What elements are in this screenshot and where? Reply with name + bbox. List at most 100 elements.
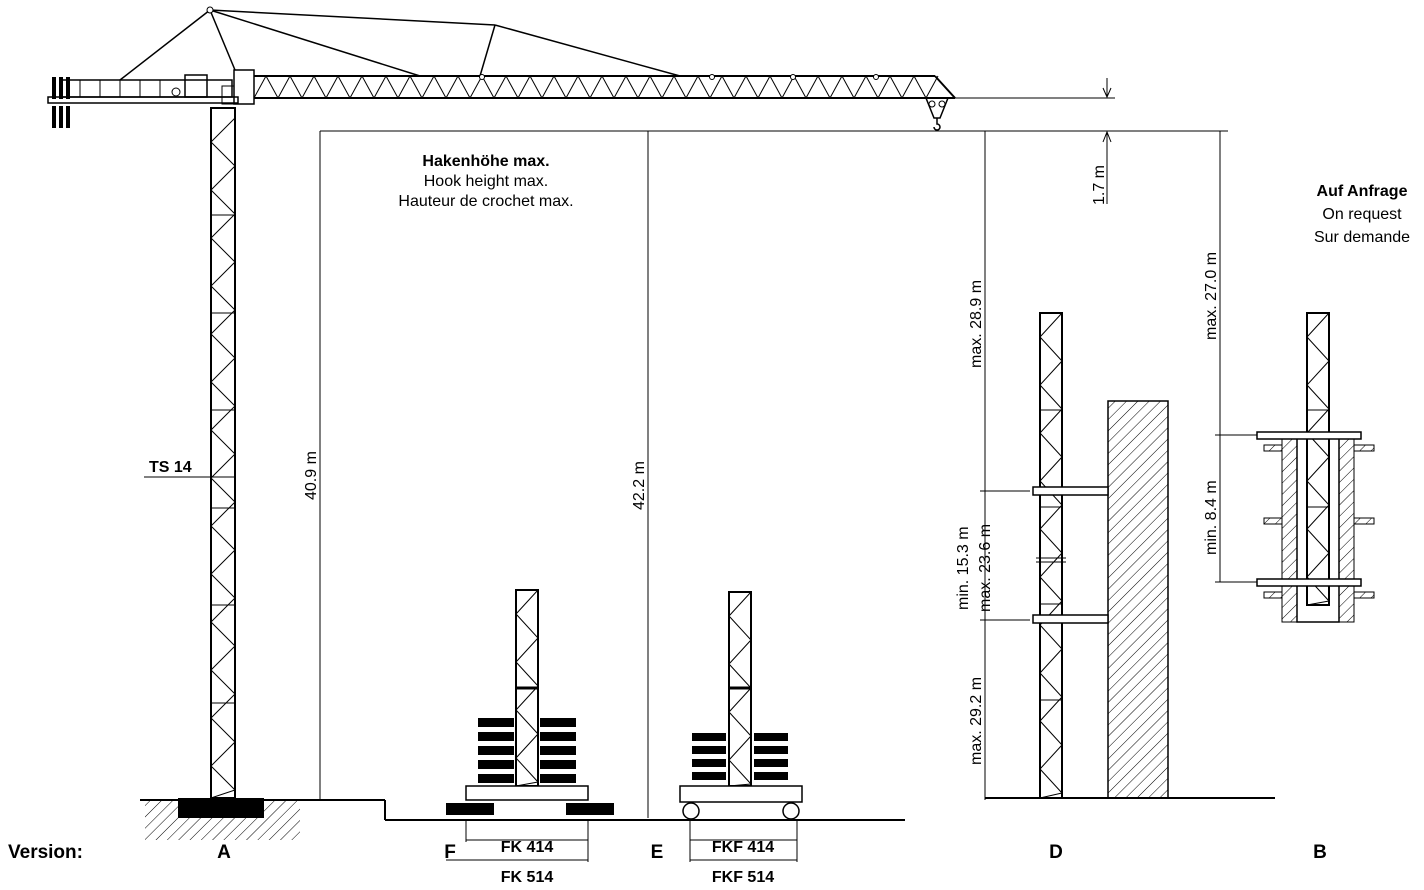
version-a-label: A: [217, 842, 231, 863]
lattice-member: [445, 75, 459, 99]
hook-height-de: Hakenhöhe max.: [422, 153, 549, 170]
dim-version-d-mid-max: max. 23.6 m: [977, 524, 994, 612]
lattice-member: [1306, 360, 1330, 386]
lattice-member: [210, 285, 236, 311]
dim-version-e-height: 42.2 m: [631, 461, 648, 510]
on-request-en: On request: [1322, 206, 1402, 223]
lattice-member: [409, 75, 423, 99]
dim-version-b-top: max. 27.0 m: [1203, 252, 1220, 340]
lattice-member: [1306, 384, 1330, 410]
lattice-member: [265, 75, 279, 99]
lattice-member: [210, 309, 236, 335]
lattice-member: [210, 717, 236, 743]
on-request-fr: Sur demande: [1314, 229, 1410, 246]
lattice-member: [601, 75, 615, 99]
counterweight: [52, 77, 56, 99]
crane-cab: [233, 69, 255, 105]
lattice-member: [1306, 336, 1330, 362]
lattice-member: [210, 381, 236, 407]
crane-version-f: FK 414 FK 514: [446, 589, 614, 886]
wheel: [682, 802, 700, 820]
hook-height-fr: Hauteur de crochet max.: [398, 193, 573, 210]
lattice-member: [210, 429, 236, 455]
lattice-member: [469, 75, 483, 99]
lattice-member: [889, 75, 903, 99]
lattice-member: [1306, 528, 1330, 554]
lattice-member: [541, 75, 555, 99]
lattice-member: [1039, 384, 1063, 410]
lattice-member: [1039, 552, 1063, 578]
lattice-member: [210, 525, 236, 551]
lattice-member: [289, 75, 303, 99]
lattice-member: [1306, 504, 1330, 530]
lattice-member: [515, 613, 539, 639]
lattice-member: [877, 75, 891, 99]
lattice-member: [728, 687, 752, 713]
lattice-member: [421, 75, 435, 99]
base-frame: [465, 785, 589, 801]
lattice-member: [349, 75, 363, 99]
lattice-member: [210, 237, 236, 263]
winch: [184, 74, 208, 98]
wall-tie: [1032, 614, 1109, 624]
lattice-member: [793, 75, 807, 99]
ballast-blocks: [478, 718, 576, 783]
lattice-member: [565, 75, 579, 99]
lattice-member: [745, 75, 759, 99]
counter-jib: [47, 74, 239, 128]
dimension-lines: [319, 78, 1270, 818]
lattice-member: [1306, 312, 1330, 338]
lattice-member: [1039, 408, 1063, 434]
base-f-top: FK 414: [501, 839, 554, 856]
dimension-labels: 1.7 m 40.9 m 42.2 m max. 28.9 m min. 15.…: [303, 165, 1220, 765]
wheel: [782, 802, 800, 820]
lattice-member: [1306, 456, 1330, 482]
lattice-member: [1306, 408, 1330, 434]
lattice-member: [925, 75, 939, 99]
lattice-member: [210, 189, 236, 215]
crane-version-d: [985, 312, 1275, 799]
lattice-member: [210, 693, 236, 719]
lattice-member: [457, 75, 471, 99]
lattice-member: [577, 75, 591, 99]
version-e-label: E: [651, 842, 664, 863]
lattice-member: [757, 75, 771, 99]
lattice-member: [625, 75, 639, 99]
lattice-member: [210, 261, 236, 287]
lattice-member: [337, 75, 351, 99]
lattice-member: [1039, 768, 1063, 794]
wall-tie: [1032, 486, 1109, 496]
lattice-member: [728, 759, 752, 785]
lattice-member: [829, 75, 843, 99]
lattice-member: [1306, 600, 1330, 606]
on-request-de: Auf Anfrage: [1317, 183, 1408, 200]
lattice-member: [515, 733, 539, 759]
lattice-member: [553, 75, 567, 99]
lattice-member: [210, 597, 236, 623]
lattice-member: [728, 591, 752, 617]
lattice-member: [661, 75, 675, 99]
lattice-member: [673, 75, 687, 99]
lattice-member: [210, 621, 236, 647]
lattice-member: [433, 75, 447, 99]
lattice-member: [728, 711, 752, 737]
lattice-member: [1306, 552, 1330, 578]
lattice-member: [1039, 720, 1063, 746]
lattice-member: [210, 213, 236, 239]
lattice-member: [1039, 696, 1063, 722]
lattice-member: [769, 75, 783, 99]
lattice-member: [373, 75, 387, 99]
lattice-member: [841, 75, 855, 99]
lattice-member: [210, 165, 236, 191]
lattice-member: [515, 589, 539, 615]
lattice-member: [1039, 312, 1063, 338]
hook-height-title: Hakenhöhe max. Hook height max. Hauteur …: [398, 153, 573, 210]
lattice-member: [728, 639, 752, 665]
version-labels: Version: A F E D B: [8, 842, 1327, 863]
lattice-member: [1039, 360, 1063, 386]
lattice-member: [697, 75, 711, 99]
lattice-member: [210, 357, 236, 383]
tie-bars: [119, 9, 681, 81]
lattice-member: [1039, 456, 1063, 482]
